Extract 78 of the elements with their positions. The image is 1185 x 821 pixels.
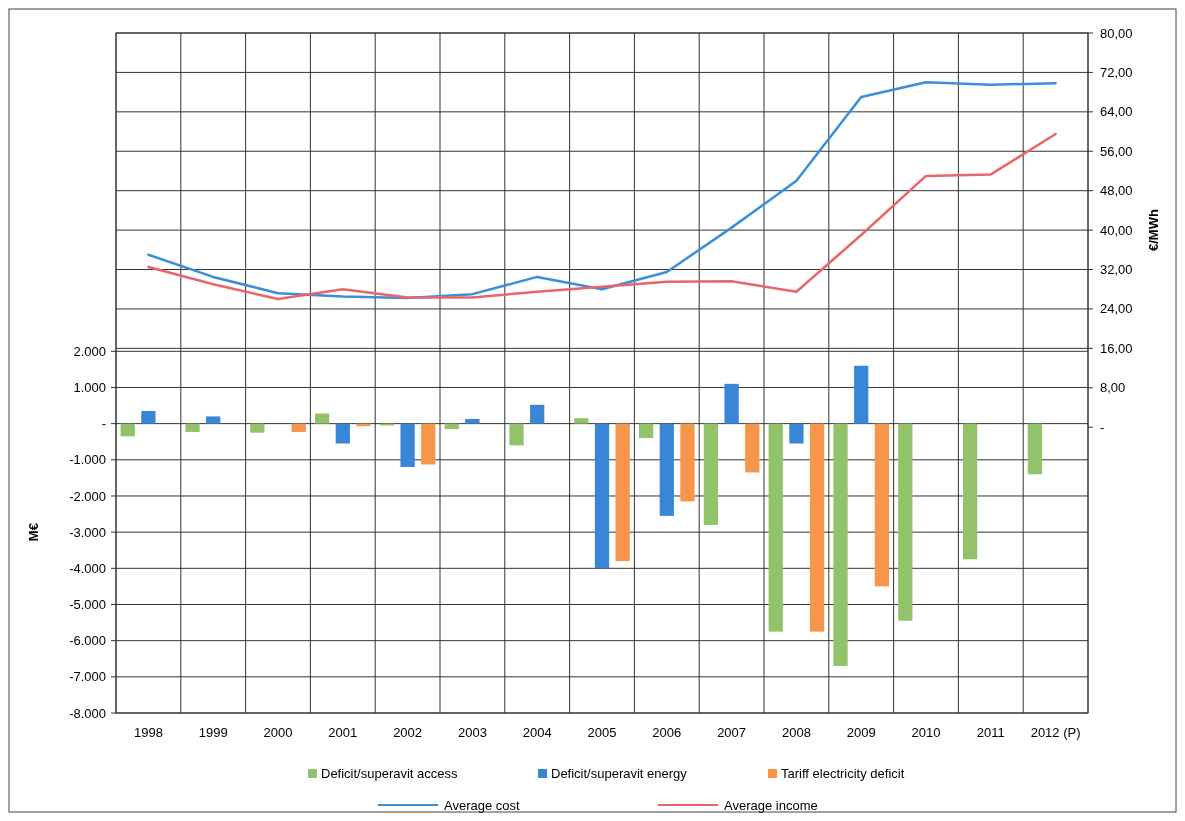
bar (789, 423, 804, 444)
bar (444, 423, 459, 430)
bar (768, 423, 783, 632)
bar (509, 423, 524, 446)
legend-label: Deficit/superavit access (321, 766, 459, 781)
y-tick-label: -4.000 (69, 560, 106, 576)
bar (659, 423, 674, 516)
legend-label: Average income (724, 798, 818, 813)
y-tick-label: -2.000 (69, 488, 106, 504)
y-tick-label: -1.000 (69, 452, 106, 468)
bar (833, 423, 848, 666)
bar (809, 423, 825, 632)
bar (120, 423, 135, 437)
bar (639, 423, 654, 439)
x-tick-label: 2003 (457, 725, 487, 740)
bar (400, 423, 415, 468)
bar (898, 423, 913, 621)
y2-axis-title: €/MWh (1146, 209, 1161, 252)
bar (250, 423, 265, 433)
y2-tick-label: 72,00 (1100, 64, 1133, 80)
y-tick-label: -5.000 (69, 597, 106, 613)
x-tick-label: 2011 (976, 725, 1005, 740)
bar (1027, 423, 1043, 475)
y2-tick-label: 32,00 (1100, 262, 1133, 278)
line-series (147, 132, 1057, 301)
x-tick-label: 2005 (587, 725, 617, 740)
bar (530, 404, 545, 424)
y-tick-label: 1.000 (73, 380, 106, 396)
y2-tick-label: 24,00 (1100, 301, 1133, 317)
legend-label: Tariff electricity deficit (781, 766, 905, 781)
x-tick-label: 2002 (393, 725, 423, 740)
x-tick-label: 1999 (198, 725, 228, 740)
y-axis-title: M€ (26, 523, 41, 542)
bar (291, 423, 306, 432)
x-tick-label: 2009 (846, 725, 876, 740)
bar (703, 423, 719, 525)
x-tick-label: 2010 (911, 725, 941, 740)
y2-tick-label: 48,00 (1100, 183, 1133, 199)
y-tick-label: -7.000 (69, 669, 106, 685)
y2-tick-label: - (1100, 419, 1105, 435)
legend-label: Deficit/superavit energy (551, 766, 688, 781)
y2-tick-label: 40,00 (1100, 222, 1133, 238)
legend-label: Average cost (444, 798, 521, 813)
bar (335, 423, 350, 444)
bar (854, 365, 869, 424)
x-tick-label: 2001 (328, 725, 358, 740)
bar (963, 423, 978, 560)
bar (206, 416, 221, 424)
y2-tick-label: 64,00 (1100, 104, 1133, 120)
bar (594, 423, 610, 569)
y2-tick-label: 16,00 (1100, 340, 1133, 356)
x-tick-label: 2007 (717, 725, 747, 740)
y-tick-label: 2.000 (73, 343, 106, 359)
line-series (147, 81, 1057, 300)
y2-tick-label: 56,00 (1100, 143, 1133, 159)
bar (574, 418, 589, 424)
y-tick-label: -3.000 (69, 524, 106, 540)
bar (141, 410, 156, 424)
x-tick-label: 2012 (P) (1030, 725, 1081, 740)
x-tick-label: 2000 (263, 725, 293, 740)
bar (185, 423, 200, 432)
bar (745, 423, 760, 473)
x-tick-label: 2004 (522, 725, 552, 740)
y2-tick-label: 8,00 (1100, 380, 1126, 396)
bar (421, 423, 436, 465)
y-tick-label: - (101, 416, 106, 432)
y-tick-label: -8.000 (69, 705, 106, 721)
x-tick-label: 2006 (652, 725, 682, 740)
x-tick-label: 1998 (133, 725, 163, 740)
bar (615, 423, 630, 562)
bar (315, 413, 330, 424)
bar (874, 423, 889, 587)
bar (724, 383, 739, 424)
y2-tick-label: 80,00 (1100, 25, 1133, 41)
y-tick-label: -6.000 (69, 633, 106, 649)
bar (465, 418, 480, 424)
bar (680, 423, 695, 502)
x-tick-label: 2008 (781, 725, 811, 740)
